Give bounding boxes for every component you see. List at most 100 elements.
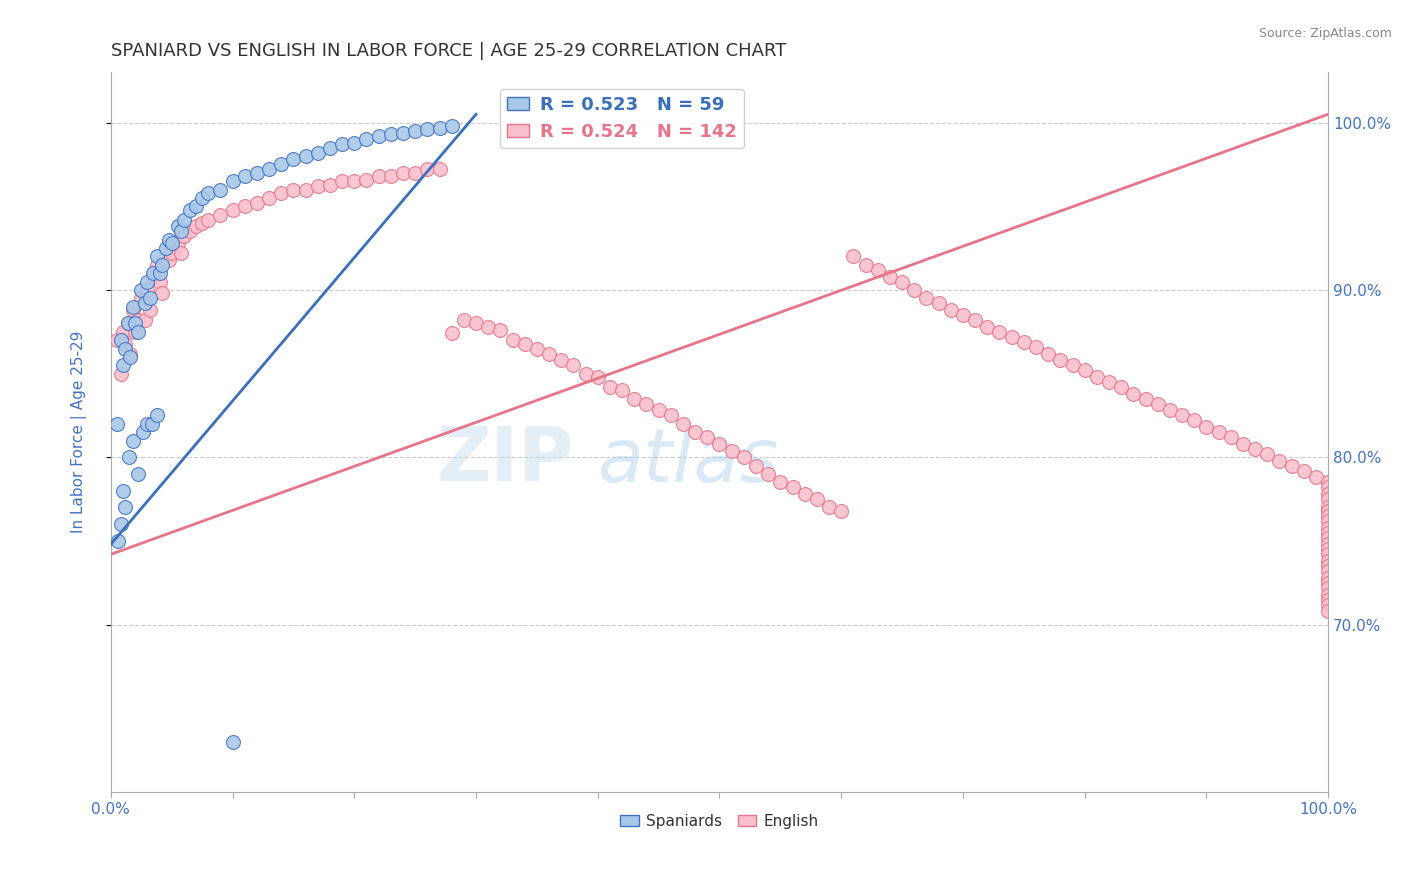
Point	[124, 325, 146, 339]
Point	[131, 425, 153, 440]
Point	[1219, 430, 1241, 444]
Point	[782, 480, 804, 494]
Y-axis label: In Labor Force | Age 25-29: In Labor Force | Age 25-29	[72, 331, 87, 533]
Point	[134, 296, 156, 310]
Point	[127, 313, 149, 327]
Point	[1244, 442, 1267, 456]
Point	[988, 325, 1011, 339]
Point	[866, 263, 889, 277]
Point	[141, 417, 163, 431]
Point	[1317, 592, 1340, 607]
Point	[623, 392, 645, 406]
Point	[891, 275, 914, 289]
Point	[647, 403, 669, 417]
Point	[330, 174, 353, 188]
Point	[197, 212, 219, 227]
Point	[1317, 475, 1340, 490]
Point	[1085, 370, 1108, 384]
Point	[477, 319, 499, 334]
Point	[404, 166, 426, 180]
Point	[1159, 403, 1181, 417]
Point	[538, 346, 561, 360]
Point	[307, 145, 329, 160]
Point	[121, 303, 143, 318]
Point	[233, 199, 256, 213]
Point	[1317, 559, 1340, 574]
Point	[294, 149, 316, 163]
Point	[952, 308, 974, 322]
Point	[179, 224, 201, 238]
Point	[1317, 604, 1340, 618]
Point	[1317, 487, 1340, 501]
Point	[136, 275, 159, 289]
Point	[1098, 375, 1121, 389]
Point	[146, 258, 169, 272]
Point	[270, 186, 292, 200]
Point	[356, 132, 378, 146]
Point	[319, 141, 342, 155]
Point	[586, 370, 609, 384]
Point	[416, 122, 439, 136]
Point	[380, 128, 402, 142]
Point	[440, 326, 463, 341]
Point	[465, 317, 488, 331]
Point	[111, 483, 134, 498]
Point	[209, 208, 232, 222]
Point	[1036, 346, 1059, 360]
Point	[129, 291, 152, 305]
Point	[173, 212, 195, 227]
Point	[1317, 564, 1340, 578]
Point	[142, 269, 165, 284]
Point	[903, 283, 925, 297]
Point	[965, 313, 987, 327]
Point	[150, 258, 173, 272]
Point	[526, 342, 548, 356]
Point	[1135, 392, 1157, 406]
Point	[659, 409, 682, 423]
Point	[1317, 500, 1340, 515]
Point	[1317, 587, 1340, 601]
Point	[1317, 581, 1340, 595]
Point	[139, 291, 162, 305]
Point	[928, 296, 950, 310]
Point	[599, 380, 621, 394]
Point	[110, 517, 132, 532]
Point	[429, 162, 451, 177]
Point	[1109, 380, 1132, 394]
Point	[756, 467, 779, 481]
Point	[1317, 480, 1340, 494]
Point	[672, 417, 695, 431]
Point	[257, 191, 280, 205]
Point	[111, 325, 134, 339]
Point	[502, 333, 524, 347]
Point	[111, 358, 134, 372]
Point	[1317, 514, 1340, 528]
Point	[1317, 542, 1340, 557]
Point	[392, 126, 415, 140]
Point	[1062, 358, 1084, 372]
Point	[157, 252, 180, 267]
Point	[221, 202, 243, 217]
Point	[879, 269, 901, 284]
Point	[307, 179, 329, 194]
Point	[191, 191, 214, 205]
Point	[191, 216, 214, 230]
Point	[842, 250, 865, 264]
Point	[1012, 334, 1035, 349]
Point	[110, 333, 132, 347]
Point	[114, 500, 136, 515]
Point	[120, 346, 142, 360]
Point	[124, 317, 146, 331]
Point	[160, 236, 183, 251]
Legend: Spaniards, English: Spaniards, English	[614, 807, 825, 835]
Point	[367, 128, 389, 143]
Point	[806, 492, 828, 507]
Point	[1317, 571, 1340, 585]
Point	[855, 258, 877, 272]
Point	[574, 367, 596, 381]
Point	[1232, 437, 1254, 451]
Point	[915, 291, 938, 305]
Point	[343, 174, 366, 188]
Point	[1317, 598, 1340, 612]
Point	[1317, 575, 1340, 590]
